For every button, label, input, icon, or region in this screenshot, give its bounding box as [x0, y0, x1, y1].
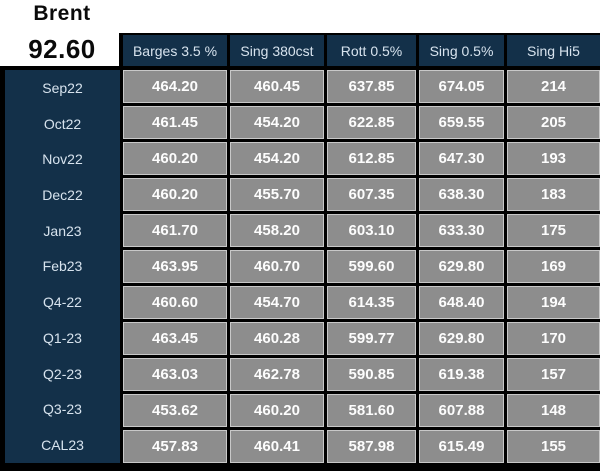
row-label: Q1-23	[43, 329, 82, 346]
price-cell: 599.77	[327, 322, 416, 355]
price-cell: 647.30	[419, 142, 504, 175]
price-cell: 454.70	[230, 286, 324, 319]
row-label: Dec22	[42, 187, 83, 204]
price-cell: 462.78	[230, 358, 324, 391]
row-label: Oct22	[43, 115, 82, 132]
price-cell: 455.70	[230, 178, 324, 211]
row-label: Nov22	[42, 151, 83, 168]
price-cell: 155	[507, 430, 600, 463]
instrument-quote-block: Brent 92.60	[0, 0, 124, 65]
price-cell: 460.60	[123, 286, 227, 319]
price-cell: 460.70	[230, 250, 324, 283]
price-cell: 619.38	[419, 358, 504, 391]
price-cell: 612.85	[327, 142, 416, 175]
column-header: Rott 0.5%	[327, 35, 416, 66]
price-cell: 214	[507, 70, 600, 103]
column-header: Sing Hi5	[507, 35, 600, 66]
price-cell: 460.45	[230, 70, 324, 103]
price-cell: 460.28	[230, 322, 324, 355]
column-header: Barges 3.5 %	[123, 35, 227, 66]
price-cell: 599.60	[327, 250, 416, 283]
price-cell: 674.05	[419, 70, 504, 103]
row-label-column: Sep22 Oct22 Nov22 Dec22 Jan23 Feb23 Q4-22 Q1-23…	[5, 70, 120, 463]
table-header-row: Barges 3.5 % Sing 380cst Rott 0.5% Sing 0.5…	[119, 33, 600, 66]
price-cell: 454.20	[230, 106, 324, 139]
price-cell: 633.30	[419, 214, 504, 247]
price-table-body: Sep22 Oct22 Nov22 Dec22 Jan23 Feb23 Q4-22 Q1-23…	[0, 66, 600, 471]
price-cell: 637.85	[327, 70, 416, 103]
price-cell: 183	[507, 178, 600, 211]
row-label: Q3-23	[43, 401, 82, 418]
price-cell: 607.35	[327, 178, 416, 211]
price-cell: 615.49	[419, 430, 504, 463]
price-cell: 460.20	[123, 142, 227, 175]
price-cell: 169	[507, 250, 600, 283]
price-cell: 463.95	[123, 250, 227, 283]
price-cell: 460.41	[230, 430, 324, 463]
price-cell: 648.40	[419, 286, 504, 319]
price-cell: 454.20	[230, 142, 324, 175]
price-cell: 463.45	[123, 322, 227, 355]
column-header: Sing 0.5%	[419, 35, 504, 66]
price-cell: 614.35	[327, 286, 416, 319]
price-cell: 194	[507, 286, 600, 319]
price-cell: 458.20	[230, 214, 324, 247]
row-label: Q4-22	[43, 294, 82, 311]
price-cell: 453.62	[123, 394, 227, 427]
instrument-name: Brent	[33, 2, 91, 25]
price-cell: 175	[507, 214, 600, 247]
price-cell: 590.85	[327, 358, 416, 391]
price-cell: 193	[507, 142, 600, 175]
price-cell: 461.45	[123, 106, 227, 139]
row-label: Jan23	[43, 222, 82, 239]
row-label: CAL23	[41, 437, 84, 454]
price-cell: 603.10	[327, 214, 416, 247]
price-cell: 607.88	[419, 394, 504, 427]
price-cell: 581.60	[327, 394, 416, 427]
price-cell: 457.83	[123, 430, 227, 463]
price-cell: 205	[507, 106, 600, 139]
price-cell: 659.55	[419, 106, 504, 139]
price-cell: 460.20	[230, 394, 324, 427]
price-cell: 629.80	[419, 250, 504, 283]
price-cell: 463.03	[123, 358, 227, 391]
price-cell: 460.20	[123, 178, 227, 211]
price-cell: 157	[507, 358, 600, 391]
price-cell: 587.98	[327, 430, 416, 463]
price-cell: 638.30	[419, 178, 504, 211]
price-cell: 461.70	[123, 214, 227, 247]
column-header: Sing 380cst	[230, 35, 324, 66]
price-cell: 622.85	[327, 106, 416, 139]
price-cell: 629.80	[419, 322, 504, 355]
price-cell: 170	[507, 322, 600, 355]
row-label: Sep22	[42, 79, 83, 96]
price-cell: 148	[507, 394, 600, 427]
price-cell: 464.20	[123, 70, 227, 103]
row-label: Q2-23	[43, 365, 82, 382]
instrument-price: 92.60	[28, 34, 96, 64]
row-label: Feb23	[42, 258, 83, 275]
